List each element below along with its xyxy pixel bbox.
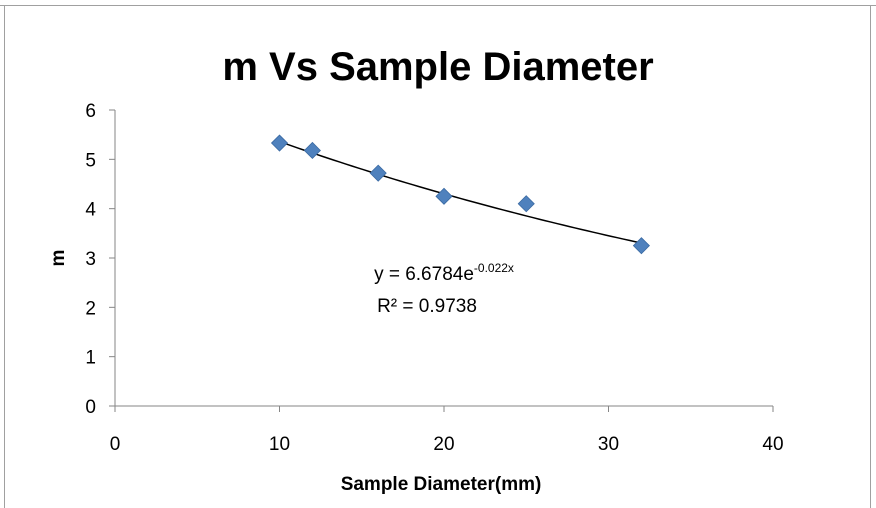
y-tick-label: 5 [85, 150, 96, 171]
y-tick-label: 3 [85, 249, 96, 270]
x-tick-label: 20 [433, 434, 454, 455]
y-tick-label: 2 [85, 298, 96, 319]
x-tick-label: 10 [269, 434, 290, 455]
x-tick-label: 30 [598, 434, 619, 455]
data-point [303, 141, 321, 160]
y-tick-label: 0 [85, 397, 96, 418]
y-axis-label: m [48, 250, 69, 267]
data-point [270, 134, 289, 152]
y-axis-ticks: 0 1 2 3 4 5 6 [85, 101, 115, 418]
data-point [632, 237, 650, 255]
data-point [369, 164, 387, 182]
data-points [270, 134, 650, 255]
y-tick-label: 6 [85, 101, 96, 122]
x-tick-label: 0 [110, 434, 121, 455]
trendline-equation: y = 6.6784e-0.022x [374, 261, 514, 285]
y-tick-label: 4 [85, 200, 96, 221]
x-axis-label: Sample Diameter(mm) [341, 474, 542, 495]
trendline-r-squared: R² = 0.9738 [377, 296, 477, 317]
trendline [279, 140, 642, 244]
chart-title: m Vs Sample Diameter [222, 45, 653, 89]
data-point [435, 187, 453, 205]
x-tick-label: 40 [762, 434, 783, 455]
data-point [517, 195, 535, 213]
y-tick-label: 1 [85, 348, 96, 369]
x-axis-ticks: 0 10 20 30 40 [110, 406, 784, 455]
